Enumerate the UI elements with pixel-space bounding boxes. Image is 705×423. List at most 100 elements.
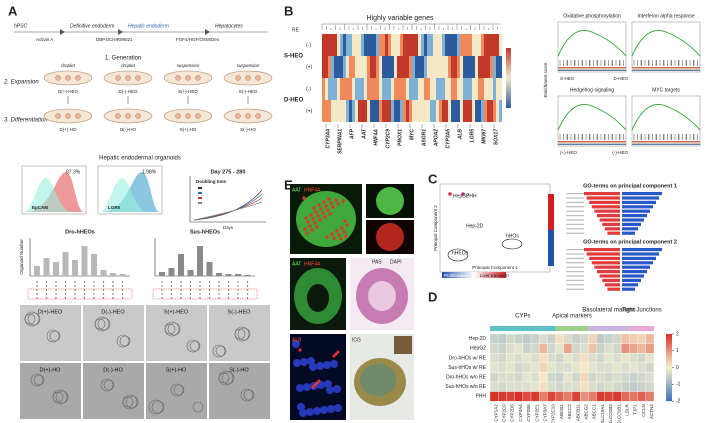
condition-dot (93, 285, 95, 287)
nucleus (303, 383, 311, 391)
heatmap-cell (539, 343, 548, 354)
axis-bar (548, 194, 554, 230)
enrichment-curve (557, 104, 627, 131)
heatmap-cell (334, 34, 337, 56)
heatmap-cell (325, 100, 328, 122)
heatmap-cell (530, 391, 540, 402)
go-term-text (566, 275, 584, 277)
heatmap-cell (547, 343, 556, 354)
arrow (118, 29, 123, 35)
heatmap-cell (334, 56, 337, 78)
heatmap-cell (506, 353, 515, 363)
sign-label: (+) (306, 108, 313, 114)
gene-label: SOX17 (493, 129, 499, 145)
heatmap-cell (489, 353, 499, 363)
column-label: CYP2C9 (501, 404, 506, 422)
factor-label: FGF4/HGF/OSM/Dex (176, 37, 220, 42)
heatmap-cell (376, 56, 379, 78)
organoid (243, 389, 255, 401)
condition-dot (36, 281, 38, 283)
go-term-text (566, 249, 584, 251)
heatmap-cell (484, 34, 487, 56)
heatmap-cell (484, 78, 487, 100)
heatmap-cell (334, 78, 337, 100)
heatmap-cell (612, 333, 622, 344)
bar-title: Sus-hHEOs (190, 229, 220, 235)
column-label: ABCC1 (592, 404, 597, 420)
heatmap-cell (530, 362, 540, 373)
organoid (30, 373, 44, 387)
heatmap-cell (514, 333, 523, 344)
heatmap-cell (451, 34, 454, 56)
heatmap-cell (457, 100, 460, 122)
gsea-box (631, 21, 701, 73)
heatmap-cell (388, 100, 391, 122)
go-term-text (566, 271, 584, 273)
axis-label: Days (223, 225, 234, 230)
legend-swatch (198, 197, 202, 199)
stain-label: AAT (292, 187, 301, 193)
condition-dot (199, 281, 201, 283)
condition-dot (64, 281, 67, 283)
heatmap-cell (460, 56, 463, 78)
go-bar (622, 205, 653, 209)
alb-stain (336, 350, 340, 354)
heatmap-cell (472, 34, 475, 56)
heatmap-cell (489, 333, 499, 344)
go-bar (622, 200, 656, 204)
organoid (215, 345, 227, 357)
histogram (100, 178, 148, 212)
condition-dot (55, 285, 57, 287)
nucleus (310, 228, 314, 232)
go-term-text (566, 284, 584, 286)
condition-dot (121, 289, 124, 291)
heatmap-cell (580, 391, 589, 402)
heatmap-cell (349, 56, 352, 78)
heatmap-cell (555, 353, 564, 363)
arrow (60, 29, 65, 35)
heatmap-cell (489, 362, 499, 373)
heatmap-cell (382, 78, 385, 100)
go-bar (589, 256, 620, 260)
bar (225, 274, 232, 276)
heatmap-cell (382, 100, 385, 122)
go-bar (589, 200, 620, 204)
nucleus (323, 215, 327, 219)
axis-bar (548, 230, 554, 266)
micrograph-label: D(-)-HEO (101, 309, 125, 315)
condition-dot (74, 289, 76, 291)
go-bar (622, 252, 659, 256)
nucleus (341, 199, 345, 203)
condition-dot (161, 281, 163, 283)
heatmap-cell (580, 333, 589, 344)
heatmap-cell (604, 391, 614, 402)
heatmap-cell (367, 100, 370, 122)
organoid (125, 395, 139, 409)
nucleus (305, 231, 309, 235)
heatmap-cell (385, 56, 388, 78)
colorbar (666, 334, 672, 402)
axis-label: Organoid Number (19, 239, 24, 275)
heatmap-cell (496, 34, 499, 56)
heatmap-cell (367, 34, 370, 56)
step-label: 3. Differentiation (4, 118, 48, 124)
go-bar (607, 287, 620, 291)
heatmap-cell (466, 34, 469, 56)
condition-dot (199, 297, 201, 299)
highlight-box (152, 288, 258, 300)
go-bar (622, 256, 656, 260)
heatmap-cell (539, 353, 548, 363)
heatmap-cell (490, 100, 493, 122)
sign-label: (-) (306, 42, 311, 48)
heatmap-cell (580, 381, 589, 392)
heatmap-cell (340, 34, 343, 56)
heatmap-cell (571, 372, 581, 383)
heatmap-cell (588, 381, 597, 392)
step-label: 1. Generation (105, 56, 141, 62)
heatmap-cell (481, 100, 484, 122)
heatmap-cell (621, 381, 630, 392)
heo-label: D(-)-HEO (119, 89, 138, 94)
heatmap-cell (487, 56, 490, 78)
condition-dot (64, 297, 67, 299)
gene-label: PROX1 (397, 129, 403, 146)
